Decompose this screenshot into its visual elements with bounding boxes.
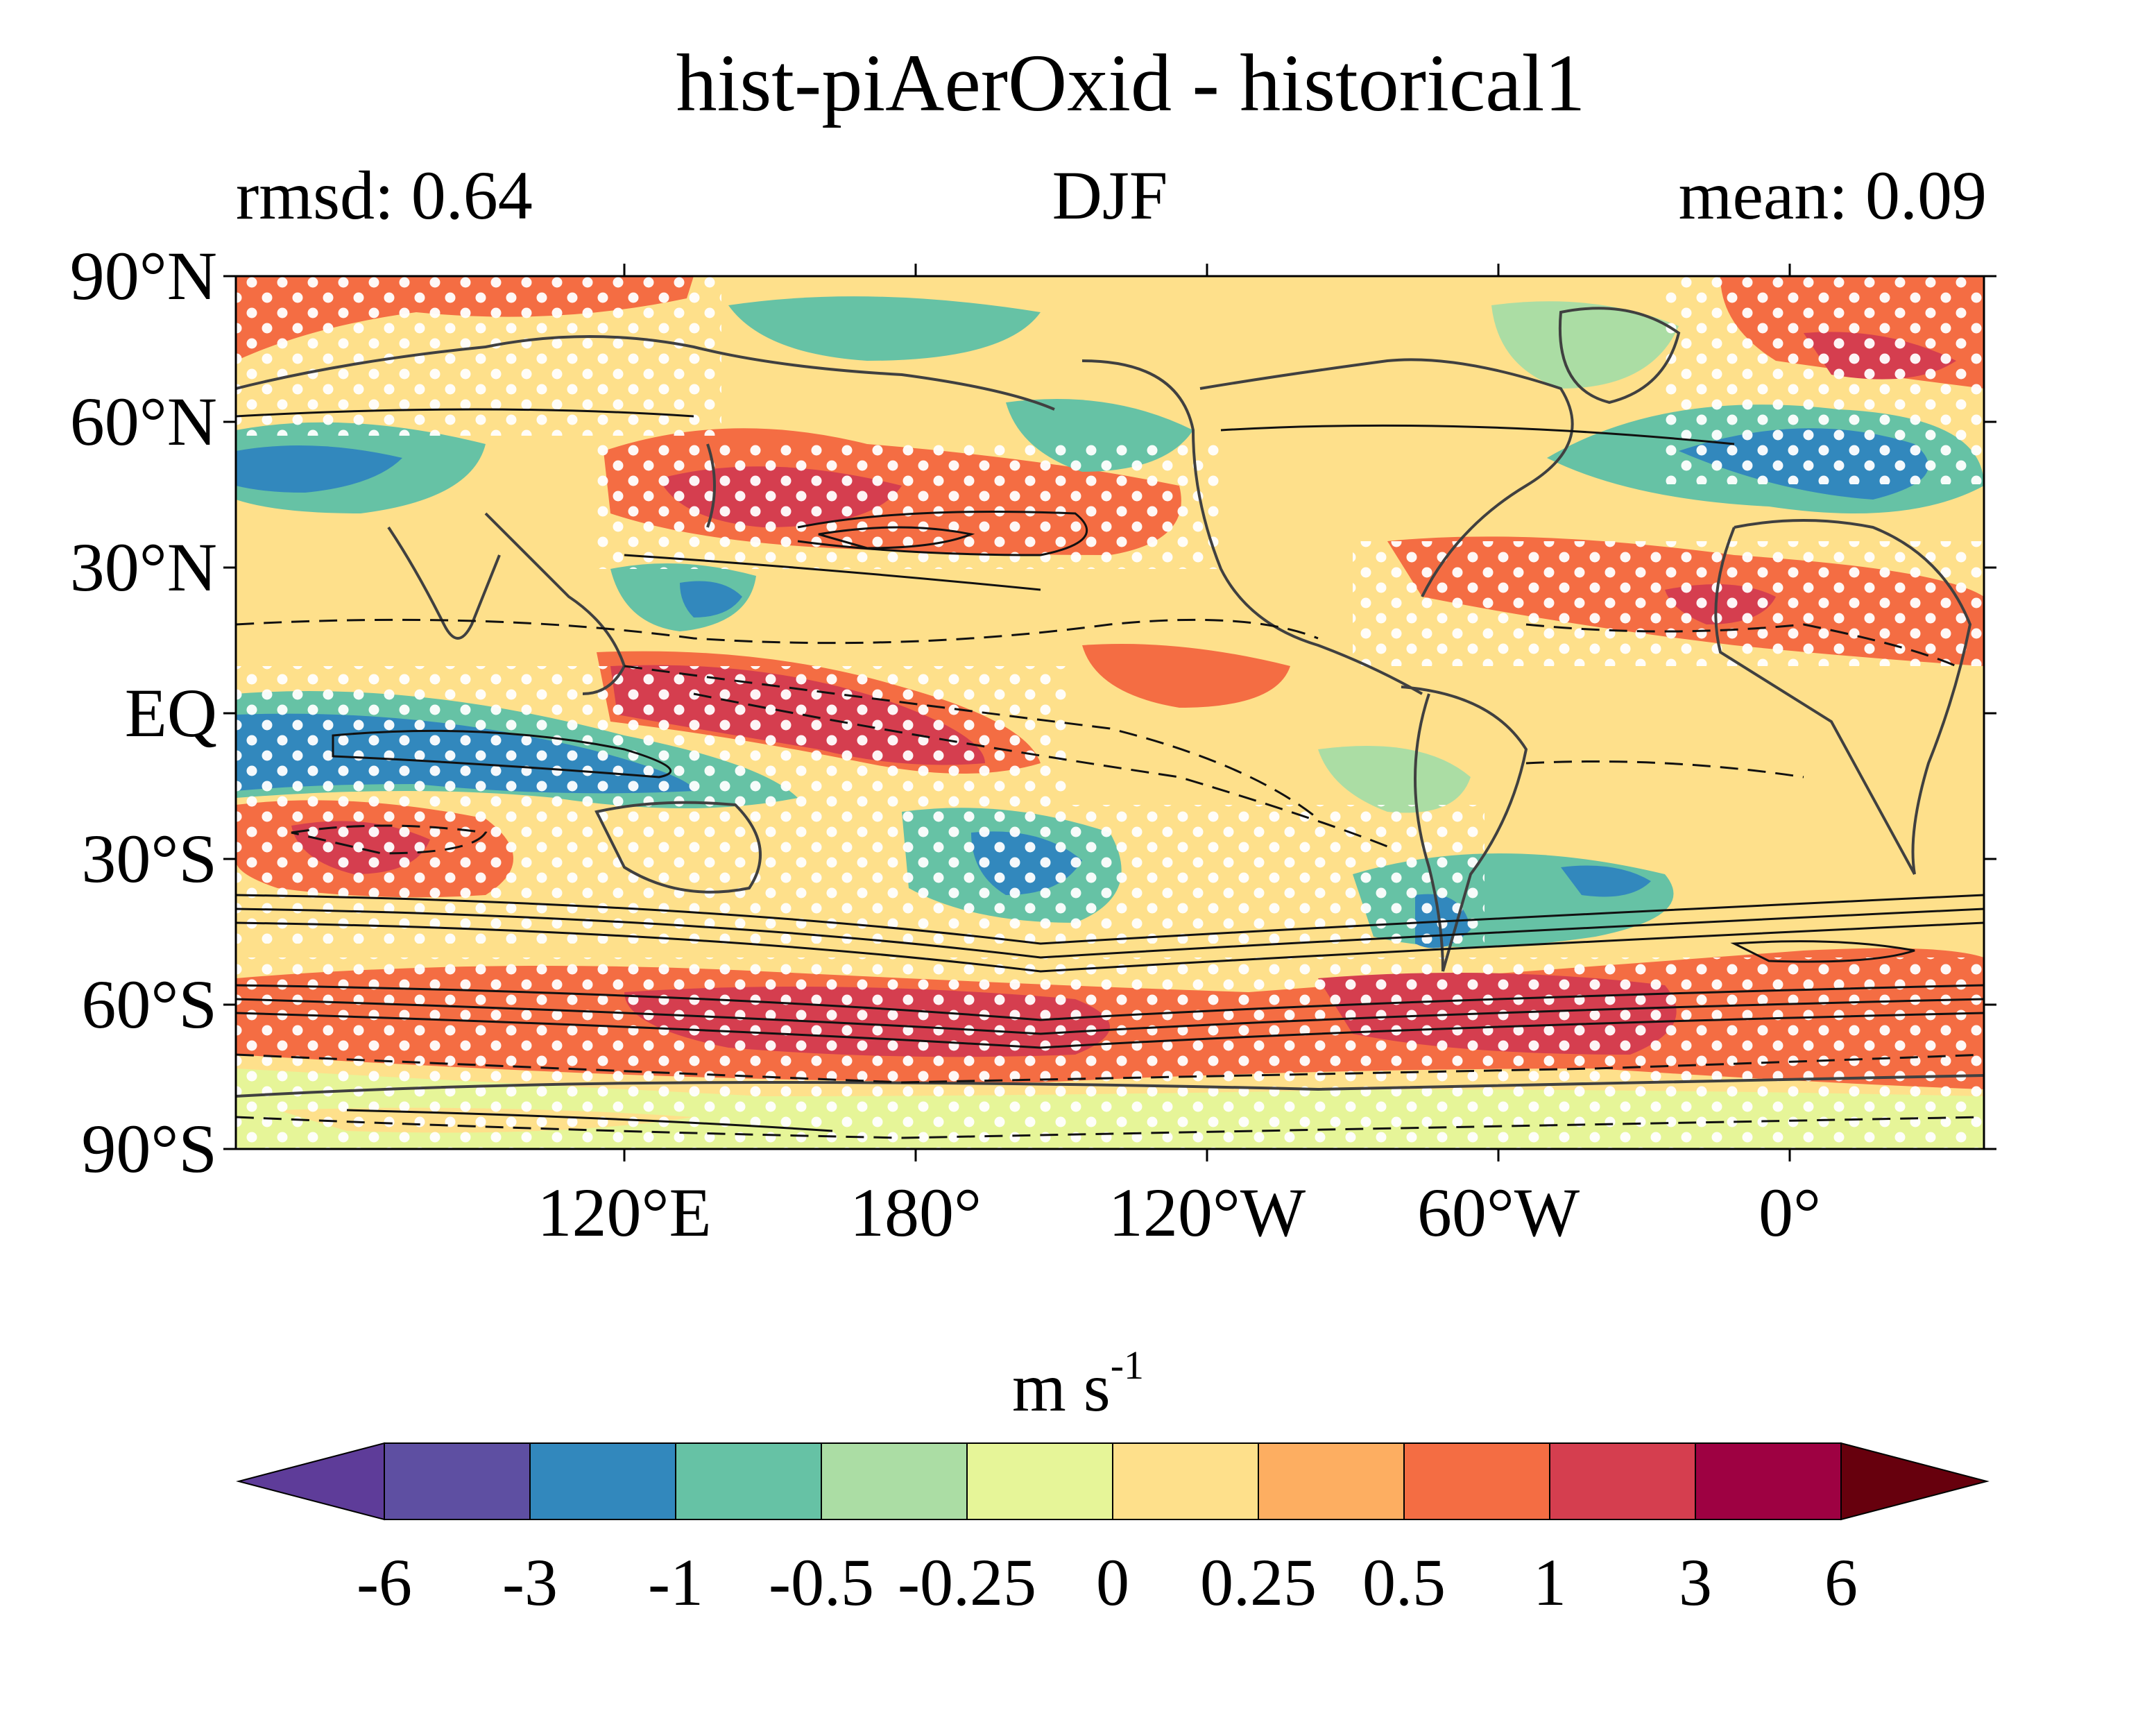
- colorbar-extend-low: [236, 1442, 385, 1521]
- lon-label-60W: 60°W: [1417, 1174, 1580, 1251]
- colorbar-label: -0.25: [898, 1545, 1036, 1619]
- colorbar-label: 0: [1096, 1545, 1129, 1619]
- colorbar-bin: [1258, 1442, 1405, 1520]
- colorbar-bin: [384, 1442, 531, 1520]
- colorbar-extend-high: [1840, 1442, 1990, 1521]
- mean-label: mean: 0.09: [1678, 157, 1987, 234]
- colorbar: [236, 1442, 1990, 1521]
- axis-ticks: [223, 264, 1996, 1161]
- colorbar-bin: [1112, 1442, 1259, 1520]
- plot-title: hist-piAerOxid - historical1: [676, 37, 1586, 128]
- lon-label-120E: 120°E: [537, 1174, 712, 1251]
- lon-label-180: 180°: [850, 1174, 982, 1251]
- colorbar-bin: [529, 1442, 676, 1520]
- colorbar-bin: [675, 1442, 822, 1520]
- colorbar-bin: [966, 1442, 1113, 1520]
- significance-stippling: [236, 276, 1984, 1149]
- lat-label-60N: 60°N: [69, 383, 217, 460]
- colorbar-label: -0.5: [769, 1545, 874, 1619]
- lat-label-30S: 30°S: [81, 820, 217, 897]
- units-base: m s: [1011, 1349, 1111, 1426]
- lat-label-90N: 90°N: [69, 237, 217, 314]
- lon-label-120W: 120°W: [1108, 1174, 1306, 1251]
- colorbar-units: m s-1: [1011, 1343, 1145, 1429]
- map-plot-area: [236, 276, 1984, 1149]
- colorbar-bin: [821, 1442, 968, 1520]
- coastlines: [236, 307, 1984, 1098]
- lon-label-0: 0°: [1759, 1174, 1821, 1251]
- colorbar-label: -6: [357, 1545, 412, 1619]
- climatology-contours-negative: [236, 618, 1984, 1139]
- colorbar-label: 1: [1533, 1545, 1566, 1619]
- colorbar-label: 6: [1824, 1545, 1858, 1619]
- colorbar-bin: [1549, 1442, 1696, 1520]
- lat-label-eq: EQ: [124, 674, 217, 751]
- colorbar-bin: [1403, 1442, 1550, 1520]
- lat-label-60S: 60°S: [81, 966, 217, 1043]
- colorbar-bin: [1695, 1442, 1842, 1520]
- colorbar-label: -3: [502, 1545, 558, 1619]
- climatology-contours: [236, 408, 1984, 1132]
- units-exponent: -1: [1110, 1343, 1145, 1388]
- lat-label-90S: 90°S: [81, 1110, 217, 1187]
- colorbar-label: 3: [1679, 1545, 1712, 1619]
- lat-label-30N: 30°N: [69, 529, 217, 606]
- rmsd-label: rmsd: 0.64: [236, 157, 533, 234]
- colorbar-label: 0.25: [1200, 1545, 1317, 1619]
- colorbar-label: -1: [648, 1545, 703, 1619]
- season-label: DJF: [1052, 157, 1168, 234]
- colorbar-label: 0.5: [1362, 1545, 1446, 1619]
